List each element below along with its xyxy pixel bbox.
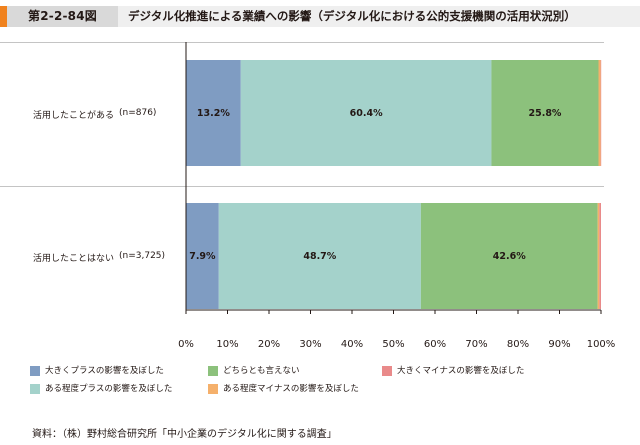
data-label-row1-series2: 60.4% <box>350 108 383 119</box>
x-tick-label: 90% <box>548 339 570 350</box>
data-label-row2-series1: 7.9% <box>189 251 216 262</box>
divider-top <box>0 42 604 43</box>
row-n-not-used: (n=3,725) <box>119 251 166 261</box>
figure-title: デジタル化推進による業績への影響（デジタル化における公的支援機関の活用状況別） <box>118 6 640 27</box>
row-n-used: (n=876) <box>119 108 157 118</box>
legend-swatch <box>30 384 40 394</box>
bar-segment-row2-series1 <box>186 203 219 309</box>
row-label-used: 活用したことがある <box>33 111 115 121</box>
x-tick-label: 60% <box>424 339 446 350</box>
legend-label: 大きくプラスの影響を及ぼした <box>45 366 164 376</box>
legend-swatch <box>30 366 40 376</box>
x-tick-label: 50% <box>382 339 404 350</box>
x-axis: 0% 10% 20% 30% 40% 50% 60% 70% 80% 90% 100% <box>178 42 615 350</box>
divider-middle <box>0 186 604 187</box>
source-note: 資料：（株）野村総合研究所「中小企業のデジタル化に関する調査」 <box>32 429 337 440</box>
data-label-row1-series3: 25.8% <box>528 108 561 119</box>
x-tick-label: 10% <box>216 339 238 350</box>
legend-label: ある程度プラスの影響を及ぼした <box>45 384 173 394</box>
bar-segment-row1-series2 <box>240 60 492 166</box>
bar-segment-row1-series5 <box>600 60 602 166</box>
stacked-bar-chart: 13.2% 60.4% 25.8% 7.9% 48.7% 42.6% 0% 10% 20% 30… <box>178 42 615 350</box>
bar-segment-row2-series5 <box>599 203 601 309</box>
legend-label: どちらとも言えない <box>223 366 300 376</box>
x-tick-label: 80% <box>507 339 529 350</box>
x-tick-label: 30% <box>299 339 321 350</box>
bar-segment-row2-series2 <box>218 203 421 309</box>
figure-number: 第2-2-84図 <box>7 6 118 27</box>
bars-group: 13.2% 60.4% 25.8% 7.9% 48.7% 42.6% <box>186 60 602 309</box>
legend-label: ある程度マイナスの影響を及ぼした <box>223 384 359 394</box>
x-tick-label: 70% <box>465 339 487 350</box>
legend-swatch <box>382 366 392 376</box>
data-label-row2-series3: 42.6% <box>493 251 526 262</box>
data-label-row2-series2: 48.7% <box>303 251 336 262</box>
x-tick-label: 100% <box>587 339 616 350</box>
header-accent-bar <box>0 6 7 27</box>
legend-swatch <box>208 384 218 394</box>
row-label-not-used: 活用したことはない <box>33 254 115 264</box>
bar-segment-row1-series3 <box>491 60 599 166</box>
bar-segment-row2-series3 <box>420 203 598 309</box>
x-tick-label: 20% <box>258 339 280 350</box>
x-tick-label: 40% <box>341 339 363 350</box>
data-label-row1-series1: 13.2% <box>197 108 230 119</box>
bar-segment-row2-series4 <box>597 203 600 309</box>
figure-header: 第2-2-84図 デジタル化推進による業績への影響（デジタル化における公的支援機… <box>0 0 640 32</box>
bar-segment-row1-series1 <box>186 60 241 166</box>
bar-segment-row1-series4 <box>598 60 601 166</box>
legend-label: 大きくマイナスの影響を及ぼした <box>397 366 525 376</box>
legend-swatch <box>208 366 218 376</box>
x-tick-label: 0% <box>178 339 194 350</box>
